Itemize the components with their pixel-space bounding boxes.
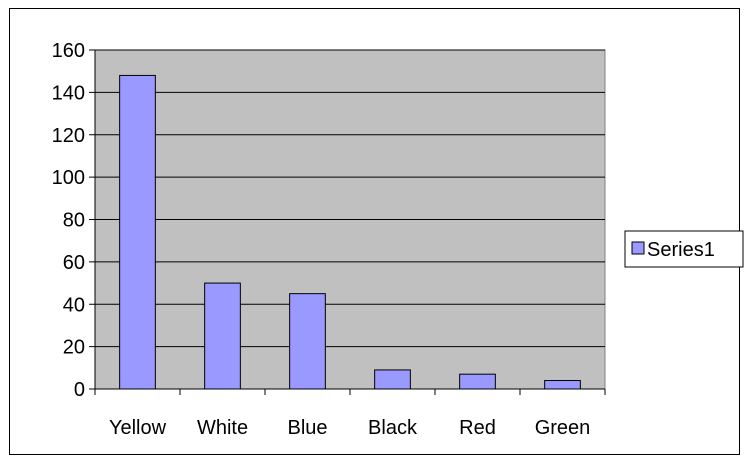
legend: Series1 (624, 230, 744, 268)
y-tick-label: 120 (52, 125, 85, 147)
x-tick-label: Green (535, 417, 591, 439)
bar-blue (289, 293, 326, 390)
bar-green (544, 380, 581, 390)
x-axis: Yellow White Blue Black Red Green (94, 388, 606, 439)
x-tick-label: Red (459, 417, 496, 439)
bar-red (459, 373, 496, 390)
legend-label: Series1 (647, 239, 715, 261)
y-tick-label: 100 (52, 167, 85, 189)
y-tick-label: 80 (63, 210, 85, 232)
x-tick-label: Yellow (109, 417, 167, 439)
legend-box (624, 230, 744, 268)
y-tick-label: 0 (74, 379, 85, 401)
x-tick-label: White (197, 417, 248, 439)
y-tick-label: 140 (52, 82, 85, 104)
bar-white (204, 282, 241, 390)
y-tick-label: 60 (63, 252, 85, 274)
bar-black (374, 369, 411, 390)
gridlines (95, 49, 605, 348)
bar-yellow (119, 74, 156, 390)
y-tick-label: 40 (63, 294, 85, 316)
bars (119, 74, 581, 390)
y-tick-label: 160 (52, 40, 85, 62)
x-tick-label: Black (368, 417, 418, 439)
y-axis: 0 20 40 60 80 100 120 140 160 (52, 40, 96, 401)
x-tick-label: Blue (287, 417, 327, 439)
y-tick-label: 20 (63, 337, 85, 359)
legend-swatch (631, 241, 645, 255)
